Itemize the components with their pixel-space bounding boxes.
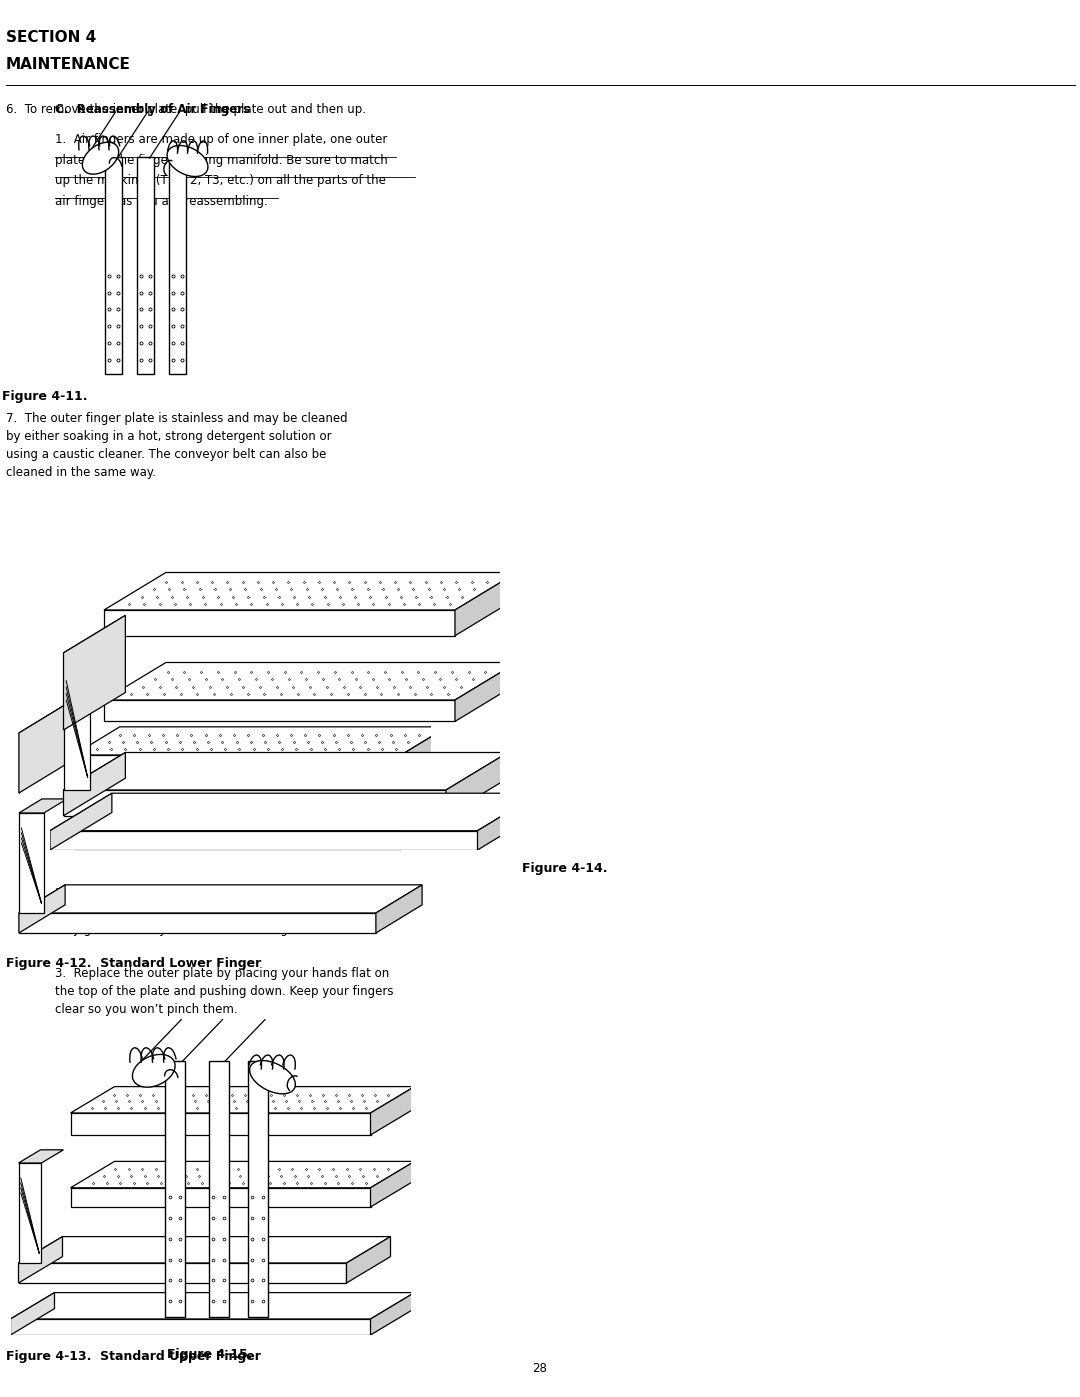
- Polygon shape: [446, 753, 508, 816]
- Polygon shape: [50, 793, 539, 831]
- Polygon shape: [376, 884, 422, 933]
- Polygon shape: [455, 662, 517, 721]
- Polygon shape: [70, 1161, 415, 1187]
- Text: MAINTENANCE: MAINTENANCE: [5, 57, 131, 73]
- Bar: [137, 156, 154, 374]
- Text: up the markings (T1, T2, T3, etc.) on all the parts of the: up the markings (T1, T2, T3, etc.) on al…: [55, 175, 386, 187]
- Polygon shape: [104, 700, 455, 721]
- Polygon shape: [73, 754, 401, 777]
- Polygon shape: [401, 726, 447, 777]
- Polygon shape: [64, 753, 125, 816]
- Polygon shape: [64, 661, 91, 789]
- Text: Figure 4-11.: Figure 4-11.: [2, 390, 87, 402]
- Ellipse shape: [133, 1055, 175, 1087]
- Polygon shape: [64, 643, 121, 661]
- Text: 28: 28: [532, 1362, 548, 1375]
- Polygon shape: [73, 802, 447, 830]
- Text: air fingers as you are reassembling.: air fingers as you are reassembling.: [55, 194, 268, 208]
- Polygon shape: [18, 1236, 391, 1263]
- Polygon shape: [370, 1161, 415, 1207]
- Polygon shape: [64, 615, 125, 731]
- Polygon shape: [18, 1263, 347, 1282]
- Ellipse shape: [82, 142, 119, 175]
- Polygon shape: [19, 799, 67, 813]
- Text: 3.  Replace the outer plate by placing your hands flat on
the top of the plate a: 3. Replace the outer plate by placing yo…: [55, 967, 393, 1016]
- Polygon shape: [19, 914, 376, 933]
- Text: 1.  Air fingers are made up of one inner plate, one outer: 1. Air fingers are made up of one inner …: [55, 133, 388, 147]
- Bar: [208, 1062, 229, 1317]
- Polygon shape: [73, 830, 401, 849]
- Polygon shape: [18, 1150, 64, 1162]
- Polygon shape: [11, 1292, 415, 1319]
- Polygon shape: [19, 884, 65, 933]
- Polygon shape: [477, 793, 539, 849]
- Text: 6.  To remove the inner plate, pull the plate out and then up.: 6. To remove the inner plate, pull the p…: [5, 103, 365, 116]
- Polygon shape: [64, 615, 125, 652]
- Polygon shape: [50, 831, 477, 849]
- Polygon shape: [19, 705, 65, 733]
- Bar: [165, 1062, 185, 1317]
- Text: SECTION 4: SECTION 4: [5, 29, 96, 45]
- Text: Figure 4-15.: Figure 4-15.: [167, 1348, 253, 1361]
- Polygon shape: [70, 1113, 370, 1134]
- Polygon shape: [70, 1187, 370, 1207]
- Bar: [247, 1062, 268, 1317]
- Polygon shape: [104, 573, 517, 610]
- Polygon shape: [18, 1162, 41, 1263]
- Polygon shape: [70, 1087, 415, 1113]
- Ellipse shape: [167, 145, 208, 176]
- Polygon shape: [19, 884, 422, 914]
- Text: Figure 4-12.  Standard Lower Finger: Figure 4-12. Standard Lower Finger: [5, 957, 260, 970]
- Ellipse shape: [249, 1060, 295, 1094]
- Text: 7.  The outer finger plate is stainless and may be cleaned
by either soaking in : 7. The outer finger plate is stainless a…: [5, 412, 347, 479]
- Text: Figure 4-14.: Figure 4-14.: [522, 862, 608, 875]
- Polygon shape: [401, 802, 447, 849]
- Polygon shape: [104, 610, 455, 636]
- Text: Figure 4-13.  Standard Upper Finger: Figure 4-13. Standard Upper Finger: [5, 1350, 260, 1363]
- Polygon shape: [104, 662, 517, 700]
- Polygon shape: [11, 1319, 370, 1336]
- Polygon shape: [19, 813, 44, 914]
- Polygon shape: [370, 1087, 415, 1134]
- Polygon shape: [18, 1236, 63, 1282]
- Text: 2.  Reassemble the inner plate. Keep your fingers clear
so you won’t pinch them.: 2. Reassemble the inner plate. Keep your…: [55, 887, 387, 936]
- Polygon shape: [73, 726, 447, 754]
- Polygon shape: [455, 573, 517, 636]
- Polygon shape: [50, 793, 112, 849]
- Polygon shape: [19, 705, 65, 793]
- Polygon shape: [347, 1236, 391, 1282]
- Text: C.  Reassembly of Air Fingers: C. Reassembly of Air Fingers: [55, 103, 251, 116]
- Polygon shape: [11, 1292, 54, 1336]
- Text: plate and the finger housing manifold. Be sure to match: plate and the finger housing manifold. B…: [55, 154, 388, 166]
- Polygon shape: [370, 1292, 415, 1336]
- Polygon shape: [64, 753, 508, 789]
- Bar: [105, 156, 122, 374]
- Bar: [168, 156, 186, 374]
- Polygon shape: [64, 789, 446, 816]
